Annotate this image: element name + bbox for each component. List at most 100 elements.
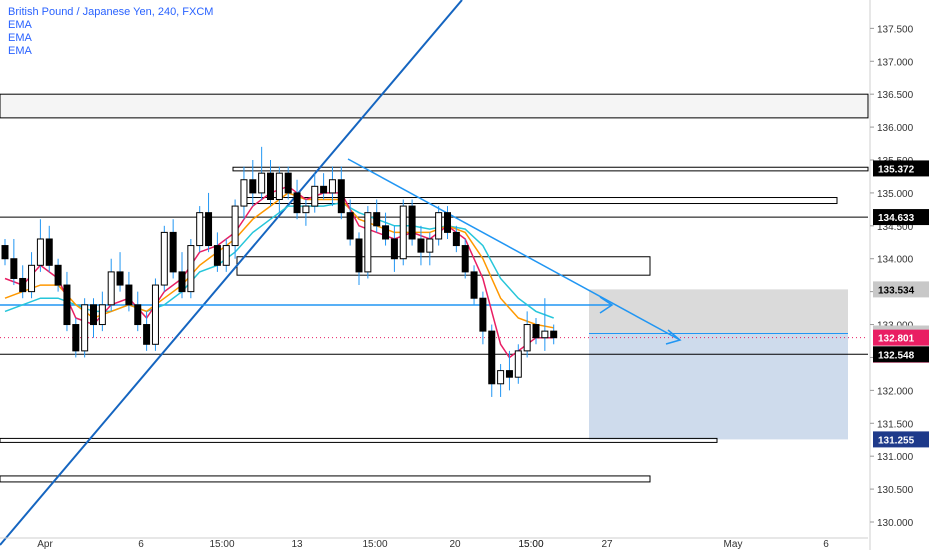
candle: [19, 265, 27, 299]
price-tick-label: 137.500: [877, 24, 914, 35]
candle: [45, 225, 53, 272]
candle-body: [382, 225, 390, 240]
candle: [373, 199, 381, 233]
candle: [311, 173, 319, 213]
candle-body: [311, 185, 319, 207]
price-tag-label: 132.801: [878, 334, 915, 345]
candle-body: [267, 172, 274, 200]
candle: [81, 298, 89, 358]
candle: [550, 324, 558, 345]
candle: [382, 212, 390, 246]
candle: [302, 199, 310, 226]
candle-body: [19, 277, 27, 293]
candle-body: [231, 205, 239, 247]
candle-body: [81, 304, 89, 352]
candle-body: [364, 212, 372, 273]
level-box-133-9: [236, 256, 651, 276]
candle: [143, 311, 151, 351]
candle-body: [293, 192, 301, 214]
time-tick-label: 15:00: [362, 539, 387, 550]
price-tick-label: 131.500: [877, 419, 914, 430]
time-tick-label: 15:00: [209, 539, 234, 550]
candle-body: [417, 238, 425, 253]
candle-body: [532, 324, 540, 339]
price-tick-label: 130.500: [877, 485, 914, 496]
candle-body: [63, 284, 71, 326]
price-tick-label: 130.000: [877, 518, 914, 529]
candle-body: [479, 297, 487, 332]
candle: [284, 166, 292, 200]
candle: [240, 166, 248, 220]
descending-trendline: [347, 158, 681, 341]
price-tag-label: 132.548: [878, 350, 915, 361]
price-tag-line: [873, 160, 929, 177]
candle-body: [178, 271, 186, 293]
candle: [532, 317, 540, 345]
candle: [426, 232, 434, 266]
candle-body: [36, 238, 44, 266]
candle-body: [28, 264, 36, 293]
candle: [479, 291, 487, 345]
ema-slow-line: [4, 202, 554, 319]
candle-body: [249, 179, 257, 194]
candle: [63, 271, 71, 332]
candle-body: [373, 212, 381, 227]
candle-body: [116, 271, 124, 286]
candle: [320, 173, 328, 200]
price-axis[interactable]: 130.000 130.500 131.000 131.500 132.000 132.5…: [869, 0, 914, 550]
candle: [346, 199, 354, 246]
candle: [328, 166, 336, 207]
trendline-arrowhead: [665, 329, 682, 345]
candle: [417, 225, 425, 266]
candle: [355, 232, 363, 286]
level-box-131-25: [0, 437, 718, 443]
candle: [90, 298, 97, 338]
price-tick-label: 136.500: [877, 90, 914, 101]
candle: [36, 219, 44, 272]
candle-body: [160, 231, 168, 286]
candle: [399, 199, 407, 266]
candle: [10, 238, 18, 286]
candle-body: [151, 284, 159, 345]
candle-body: [72, 324, 80, 352]
candle: [435, 206, 443, 246]
stop-zone: [589, 289, 848, 334]
candle-body: [523, 324, 531, 352]
candle: [497, 364, 505, 397]
candle-body: [134, 304, 142, 326]
price-tag-label: 133.534: [878, 285, 915, 296]
time-tick-label: Apr: [37, 539, 53, 550]
candle-body: [169, 231, 177, 273]
price-tag-target: [873, 431, 929, 448]
candle: [488, 324, 496, 397]
candle: [231, 199, 239, 259]
candle-body: [505, 370, 513, 378]
candle-body: [488, 330, 496, 385]
candle: [116, 252, 124, 292]
candle: [72, 317, 80, 358]
candle-body: [426, 238, 434, 253]
candle: [364, 206, 372, 279]
target-zone: [589, 333, 848, 440]
candle: [470, 265, 478, 305]
price-tick-label: 134.000: [877, 255, 914, 266]
candle-body: [541, 330, 549, 339]
candle-body: [399, 205, 407, 260]
candle: [293, 179, 301, 220]
price-tag-line: [873, 209, 929, 226]
time-tick-label: May: [724, 539, 743, 550]
candle: [178, 252, 186, 299]
time-tick-label: 6: [138, 539, 144, 550]
candle: [337, 166, 345, 220]
candle-body: [444, 212, 451, 233]
price-tag-label: 131.255: [878, 435, 915, 446]
symbol-title: British Pound / Japanese Yen, 240, FXCM: [8, 6, 214, 18]
candle: [107, 258, 115, 312]
price-tag-label: 135.372: [878, 164, 915, 175]
candle: [541, 298, 549, 351]
candle: [258, 146, 266, 200]
candle: [390, 225, 398, 272]
